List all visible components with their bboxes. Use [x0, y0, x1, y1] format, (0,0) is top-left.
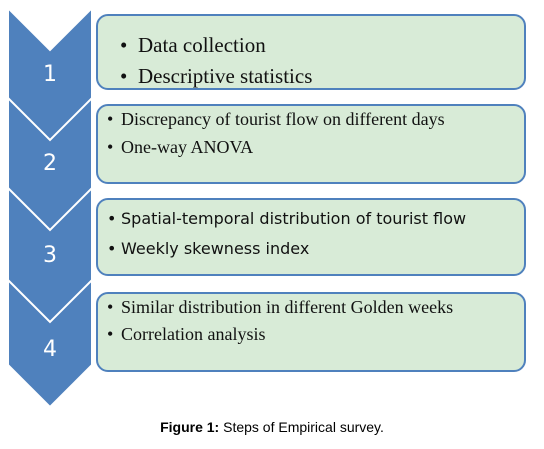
step-3-item-2-text: Weekly skewness index — [121, 239, 310, 258]
step-2-item-1: • Discrepancy of tourist flow on differen… — [107, 109, 516, 130]
bullet-icon: • — [107, 209, 117, 228]
step-4-item-1-text: Similar distribution in different Golden… — [121, 297, 454, 317]
step-3-item-1: • Spatial-temporal distribution of touris… — [107, 208, 524, 230]
step-1-item-1-text: Data collection — [138, 33, 266, 57]
figure-caption: Figure 1: Steps of Empirical survey. — [0, 419, 544, 435]
step-1-item-1: • Data collection — [120, 30, 524, 61]
bullet-icon: • — [107, 297, 114, 317]
step-2-item-2: • One-way ANOVA — [107, 137, 516, 158]
step-1-item-2-text: Descriptive statistics — [138, 64, 313, 88]
bullet-icon: • — [120, 64, 128, 88]
step-3-item-2: • Weekly skewness index — [107, 238, 524, 260]
step-2-item-1-text: Discrepancy of tourist flow on different… — [121, 109, 445, 129]
bullet-icon: • — [120, 33, 128, 57]
bullet-icon: • — [107, 109, 114, 129]
step-1-item-2: • Descriptive statistics — [120, 61, 524, 92]
step-4-item-2: • Correlation analysis — [107, 324, 516, 345]
step-4-item-2-text: Correlation analysis — [121, 324, 266, 344]
step-2-box: • Discrepancy of tourist flow on differen… — [96, 104, 526, 184]
caption-label: Figure 1: — [160, 419, 220, 435]
step-2-number: 2 — [43, 151, 57, 176]
step-4-number: 4 — [43, 337, 57, 362]
step-4-chevron — [7, 277, 93, 409]
caption-text: Steps of Empirical survey. — [223, 419, 384, 435]
step-4-item-1: • Similar distribution in different Golde… — [107, 297, 516, 318]
step-1-box: • Data collection • Descriptive statistics — [96, 14, 526, 90]
bullet-icon: • — [107, 324, 114, 344]
step-2-item-2-text: One-way ANOVA — [121, 137, 254, 157]
bullet-icon: • — [107, 239, 117, 258]
step-3-item-1-text: Spatial-temporal distribution of tourist… — [121, 209, 467, 228]
step-3-number: 3 — [43, 243, 57, 268]
step-3-box: • Spatial-temporal distribution of touris… — [96, 198, 526, 276]
bullet-icon: • — [107, 137, 114, 157]
step-1-number: 1 — [43, 62, 57, 87]
step-4-box: • Similar distribution in different Golde… — [96, 292, 526, 372]
